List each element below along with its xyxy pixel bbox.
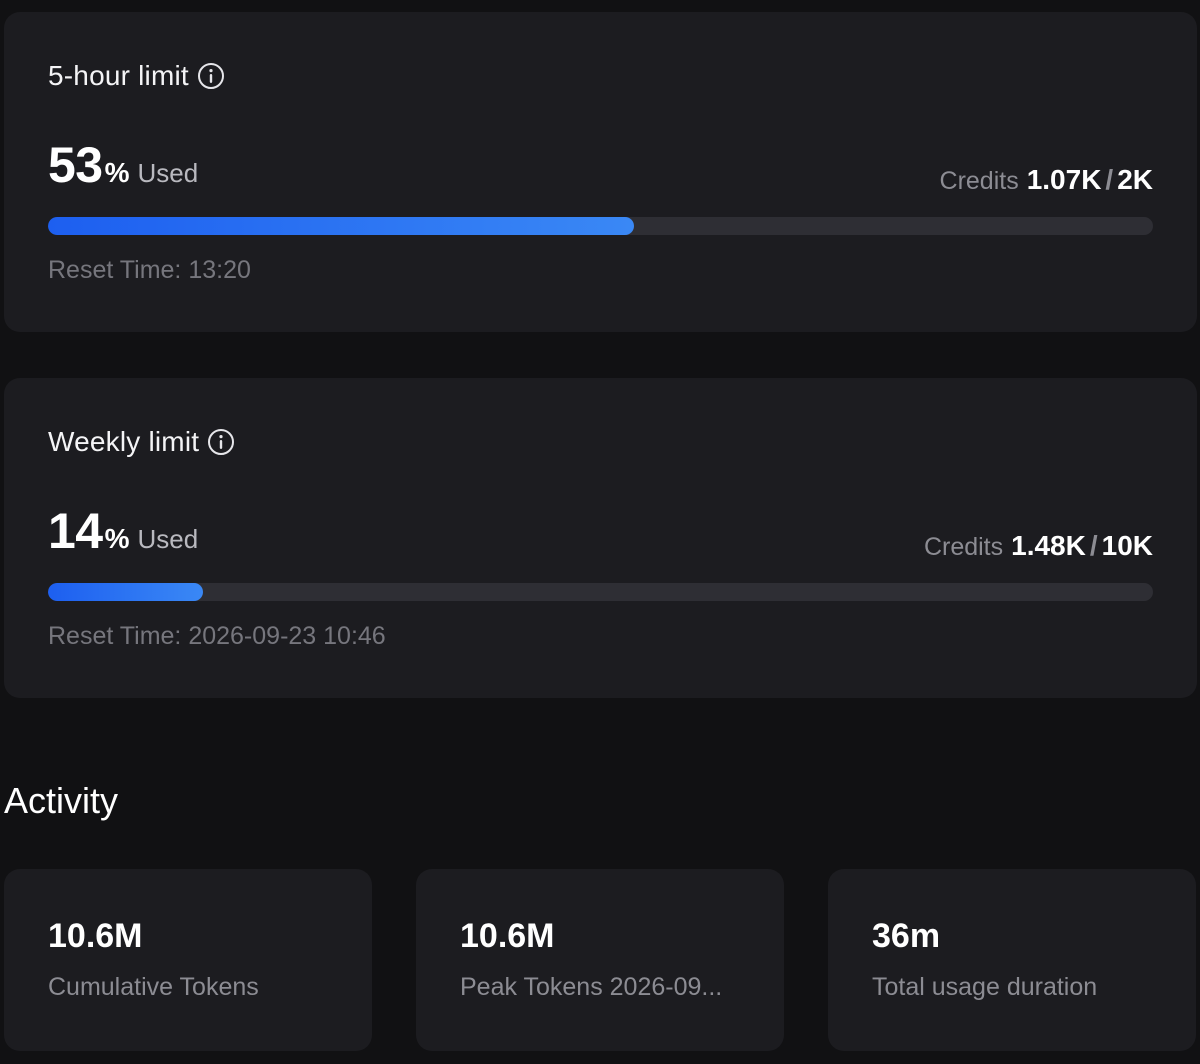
weekly-credits: Credits 1.48K / 10K xyxy=(924,530,1153,562)
weekly-credits-separator: / xyxy=(1089,530,1098,561)
stat-value: 36m xyxy=(872,917,941,955)
five-hour-progress-bar xyxy=(48,217,1153,235)
stat-card-cumulative-tokens: 10.6M Cumulative Tokens xyxy=(4,869,372,1051)
five-hour-credits-label: Credits xyxy=(939,167,1019,195)
info-circle-icon[interactable] xyxy=(197,62,225,90)
five-hour-credits-used: 1.07K xyxy=(1026,164,1102,195)
weekly-used-label: Used xyxy=(137,524,199,554)
five-hour-limit-header: 5-hour limit xyxy=(48,60,225,92)
five-hour-usage: 53 % Used xyxy=(48,136,198,194)
five-hour-reset-time: Reset Time: 13:20 xyxy=(48,256,251,284)
stat-label: Cumulative Tokens xyxy=(48,973,259,1001)
five-hour-limit-title: 5-hour limit xyxy=(48,60,189,91)
five-hour-progress-fill xyxy=(48,217,634,235)
weekly-limit-header: Weekly limit xyxy=(48,426,235,458)
stat-label: Total usage duration xyxy=(872,973,1098,1001)
stat-value: 10.6M xyxy=(460,917,555,955)
five-hour-credits-separator: / xyxy=(1105,164,1114,195)
stat-value: 10.6M xyxy=(48,917,143,955)
info-circle-icon[interactable] xyxy=(207,428,235,456)
five-hour-used-percent: 53 xyxy=(48,137,103,193)
five-hour-percent-sign: % xyxy=(104,157,130,188)
weekly-credits-label: Credits xyxy=(923,533,1004,561)
five-hour-limit-card: 5-hour limit 53 % Used Credits 1.07K / 2… xyxy=(4,12,1197,332)
stat-card-peak-tokens: 10.6M Peak Tokens 2026-09... xyxy=(416,869,784,1051)
five-hour-used-label: Used xyxy=(137,158,199,188)
weekly-limit-card: Weekly limit 14 % Used Credits 1.48K / 1… xyxy=(4,378,1197,698)
five-hour-credits: Credits 1.07K / 2K xyxy=(940,164,1153,196)
weekly-progress-fill xyxy=(48,583,203,601)
weekly-credits-used: 1.48K xyxy=(1011,530,1086,561)
weekly-percent-sign: % xyxy=(104,523,130,554)
weekly-used-percent: 14 xyxy=(48,503,103,559)
weekly-credits-total: 10K xyxy=(1101,530,1153,561)
weekly-progress-bar xyxy=(48,583,1153,601)
five-hour-credits-total: 2K xyxy=(1117,164,1153,195)
weekly-reset-time: Reset Time: 2026-09-23 10:46 xyxy=(48,622,386,650)
weekly-usage: 14 % Used xyxy=(48,502,198,560)
activity-section-title: Activity xyxy=(4,780,119,821)
stat-label: Peak Tokens 2026-09... xyxy=(460,973,723,1001)
weekly-limit-title: Weekly limit xyxy=(48,426,200,457)
stat-card-total-duration: 36m Total usage duration xyxy=(828,869,1196,1051)
